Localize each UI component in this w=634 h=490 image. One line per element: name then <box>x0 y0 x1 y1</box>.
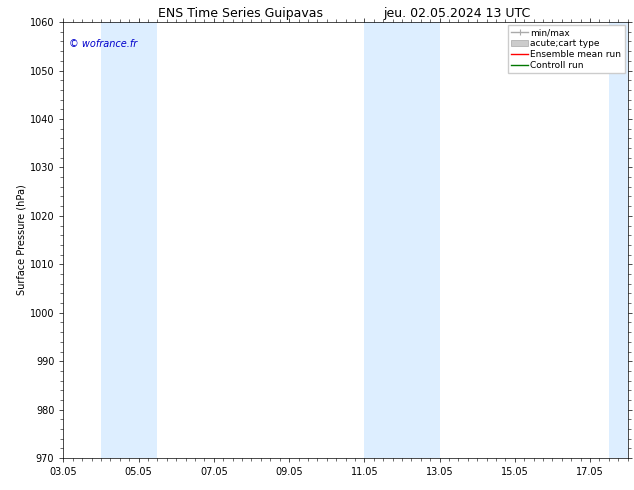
Text: ENS Time Series Guipavas: ENS Time Series Guipavas <box>158 7 323 21</box>
Legend: min/max, acute;cart type, Ensemble mean run, Controll run: min/max, acute;cart type, Ensemble mean … <box>508 25 625 74</box>
Text: © wofrance.fr: © wofrance.fr <box>69 40 138 49</box>
Bar <box>609 22 634 458</box>
Bar <box>365 22 439 458</box>
Bar <box>101 22 157 458</box>
Text: jeu. 02.05.2024 13 UTC: jeu. 02.05.2024 13 UTC <box>383 7 530 21</box>
Y-axis label: Surface Pressure (hPa): Surface Pressure (hPa) <box>17 185 27 295</box>
